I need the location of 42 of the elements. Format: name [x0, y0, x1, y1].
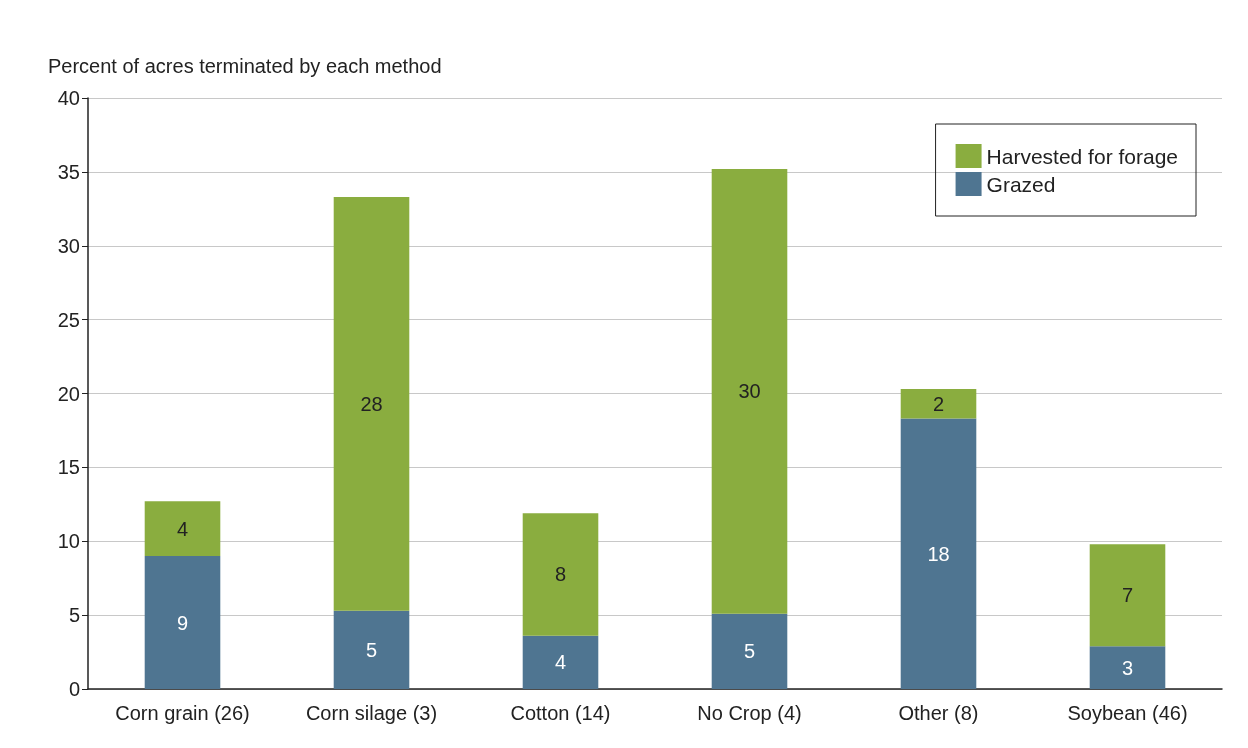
x-tick-label: Other (8) — [898, 702, 979, 724]
y-tick-label: 5 — [68, 604, 80, 627]
bar — [144, 501, 221, 557]
data-label: 28 — [360, 392, 383, 415]
data-label: 5 — [365, 638, 378, 661]
bar — [1089, 544, 1166, 647]
data-label: 4 — [176, 517, 189, 540]
bar — [711, 613, 788, 689]
data-label: 7 — [1121, 584, 1134, 607]
y-tick-label: 40 — [57, 87, 80, 109]
data-label: 9 — [176, 611, 189, 634]
x-tick-label: Soybean (46) — [1067, 702, 1188, 724]
bar — [333, 610, 410, 689]
bar — [522, 513, 599, 636]
data-label: 5 — [743, 640, 756, 663]
bar — [1089, 646, 1166, 689]
y-tick-label: 15 — [57, 456, 80, 479]
y-tick-label: 20 — [57, 382, 80, 405]
x-tick-label: Cotton (14) — [510, 702, 611, 724]
y-axis-title: Percent of acres terminated by each method — [48, 55, 442, 77]
data-label: 18 — [927, 542, 950, 565]
data-label: 4 — [554, 651, 567, 674]
legend-label: Grazed — [986, 172, 1056, 196]
bar — [522, 635, 599, 689]
legend-label: Harvested for forage — [986, 144, 1179, 168]
data-label: 3 — [1121, 656, 1134, 679]
y-tick-label: 35 — [57, 160, 80, 183]
bar — [333, 196, 410, 611]
x-tick-label: Corn silage (3) — [305, 702, 438, 724]
y-tick-label: 10 — [57, 530, 80, 553]
bar — [900, 389, 977, 419]
y-tick-label: 30 — [57, 234, 80, 257]
data-label: 8 — [554, 563, 567, 586]
x-tick-label: Corn grain (26) — [115, 702, 250, 724]
data-label: 2 — [932, 392, 945, 415]
bar — [900, 418, 977, 689]
bar — [144, 556, 221, 689]
y-tick-label: 25 — [57, 308, 80, 331]
y-tick-label: 0 — [68, 678, 80, 700]
data-label: 30 — [738, 380, 761, 403]
bar — [711, 168, 788, 614]
x-tick-label: No Crop (4) — [697, 702, 802, 724]
